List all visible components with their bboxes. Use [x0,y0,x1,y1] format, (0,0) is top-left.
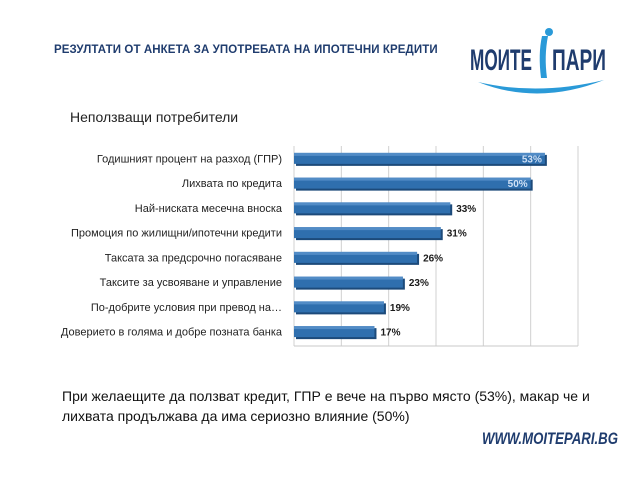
value-label: 17% [380,328,400,339]
bar-highlight [294,177,531,181]
chart-bars [294,152,547,340]
bar [294,276,403,288]
bar [294,251,418,263]
bar-highlight [294,326,375,330]
bar [294,227,441,239]
value-label: 33% [456,204,476,215]
bar [294,177,531,189]
category-label: Промоция по жилищни/ипотечни кредити [71,228,282,240]
value-label: 50% [508,179,528,190]
bar-chart: Годишният процент на разход (ГПР) Лихвата… [61,146,579,347]
category-label: Таксата за предсрочно погасяване [105,252,282,264]
bar-highlight [294,202,451,206]
chart-value-labels: 53% 50% 33% 31% 26% 23% 19% 17% [380,154,542,338]
bar [294,326,375,338]
value-label: 31% [447,229,467,240]
bar [294,202,451,214]
summary-text: При желаещите да ползват кредит, ГПР е в… [62,388,590,424]
bar [294,301,384,313]
category-label: Най-ниската месечна вноска [135,203,283,215]
logo-part1: МОИТЕ [470,44,532,77]
value-label: 26% [423,253,443,264]
chart-title: Неползващи потребители [70,109,239,125]
bar-highlight [294,251,418,255]
chart-grid [293,146,579,347]
value-label: 53% [522,154,542,165]
bar-highlight [294,227,441,231]
page-title: РЕЗУЛТАТИ ОТ АНКЕТА ЗА УПОТРЕБАТА НА ИПО… [54,44,438,56]
bar-highlight [294,276,403,280]
moitepari-logo: МОИТЕ ПАРИ [470,28,606,94]
bar-highlight [294,152,545,156]
chart-category-labels: Годишният процент на разход (ГПР) Лихвата… [61,153,283,338]
value-label: 19% [390,303,410,314]
bar-highlight [294,301,384,305]
category-label: Лихвата по кредита [182,178,283,190]
bar [294,152,545,164]
site-url-text: WWW.MOITEPARI.BG [482,429,618,448]
category-label: Доверието в голяма и добре позната банка [61,327,283,339]
site-url: WWW.MOITEPARI.BG [482,429,618,448]
category-label: По-добрите условия при превод на… [91,302,282,314]
logo-part2: ПАРИ [552,44,606,77]
category-label: Таксите за усвояване и управление [100,277,282,289]
category-label: Годишният процент на разход (ГПР) [97,153,282,165]
value-label: 23% [409,278,429,289]
